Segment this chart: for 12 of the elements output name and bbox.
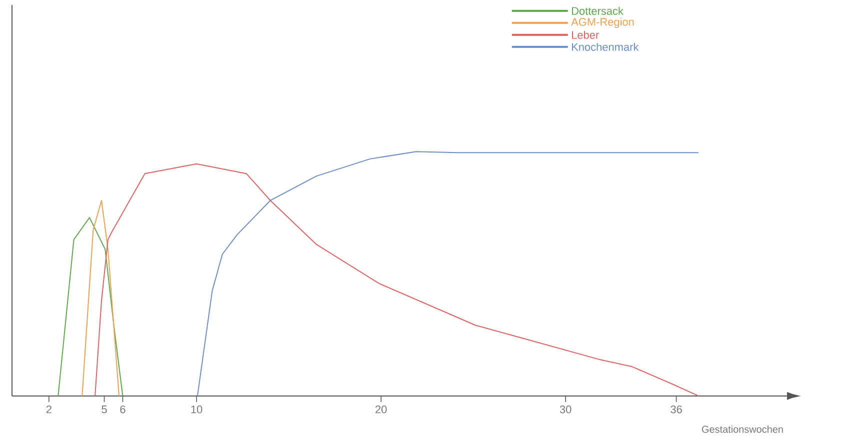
text: AGM-Region [571,18,634,28]
x-axis-title: Gestationswochen [702,426,783,433]
x-tick-label: 6 [120,406,126,414]
x-tick-label: 36 [670,406,682,414]
text: Knochenmark [572,42,639,51]
x-tick-label: 20 [376,406,387,414]
x-tick-label: 5 [102,406,107,414]
x-tick-label: 2 [46,406,52,414]
x-tick-label: 10 [191,406,202,414]
text: Dottersack [572,6,624,15]
x-tick-label: 30 [560,406,572,414]
text: Leber [572,30,599,39]
